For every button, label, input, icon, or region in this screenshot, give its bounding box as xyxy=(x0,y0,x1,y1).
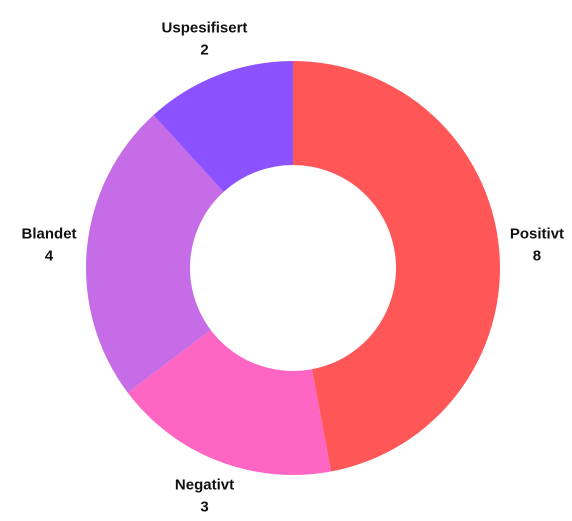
donut-slice xyxy=(86,115,224,393)
slice-value: 3 xyxy=(200,498,208,515)
slice-label: Negativt xyxy=(175,476,234,493)
slice-value: 4 xyxy=(45,247,54,264)
donut-slice xyxy=(293,61,501,472)
slice-label: Blandet xyxy=(22,225,77,242)
slice-value: 8 xyxy=(533,247,541,264)
slice-value: 2 xyxy=(200,42,208,59)
donut-slice xyxy=(153,61,293,192)
slice-label: Uspesifisert xyxy=(162,20,248,37)
slice-label: Positivt xyxy=(510,225,564,242)
donut-slice xyxy=(127,330,332,475)
